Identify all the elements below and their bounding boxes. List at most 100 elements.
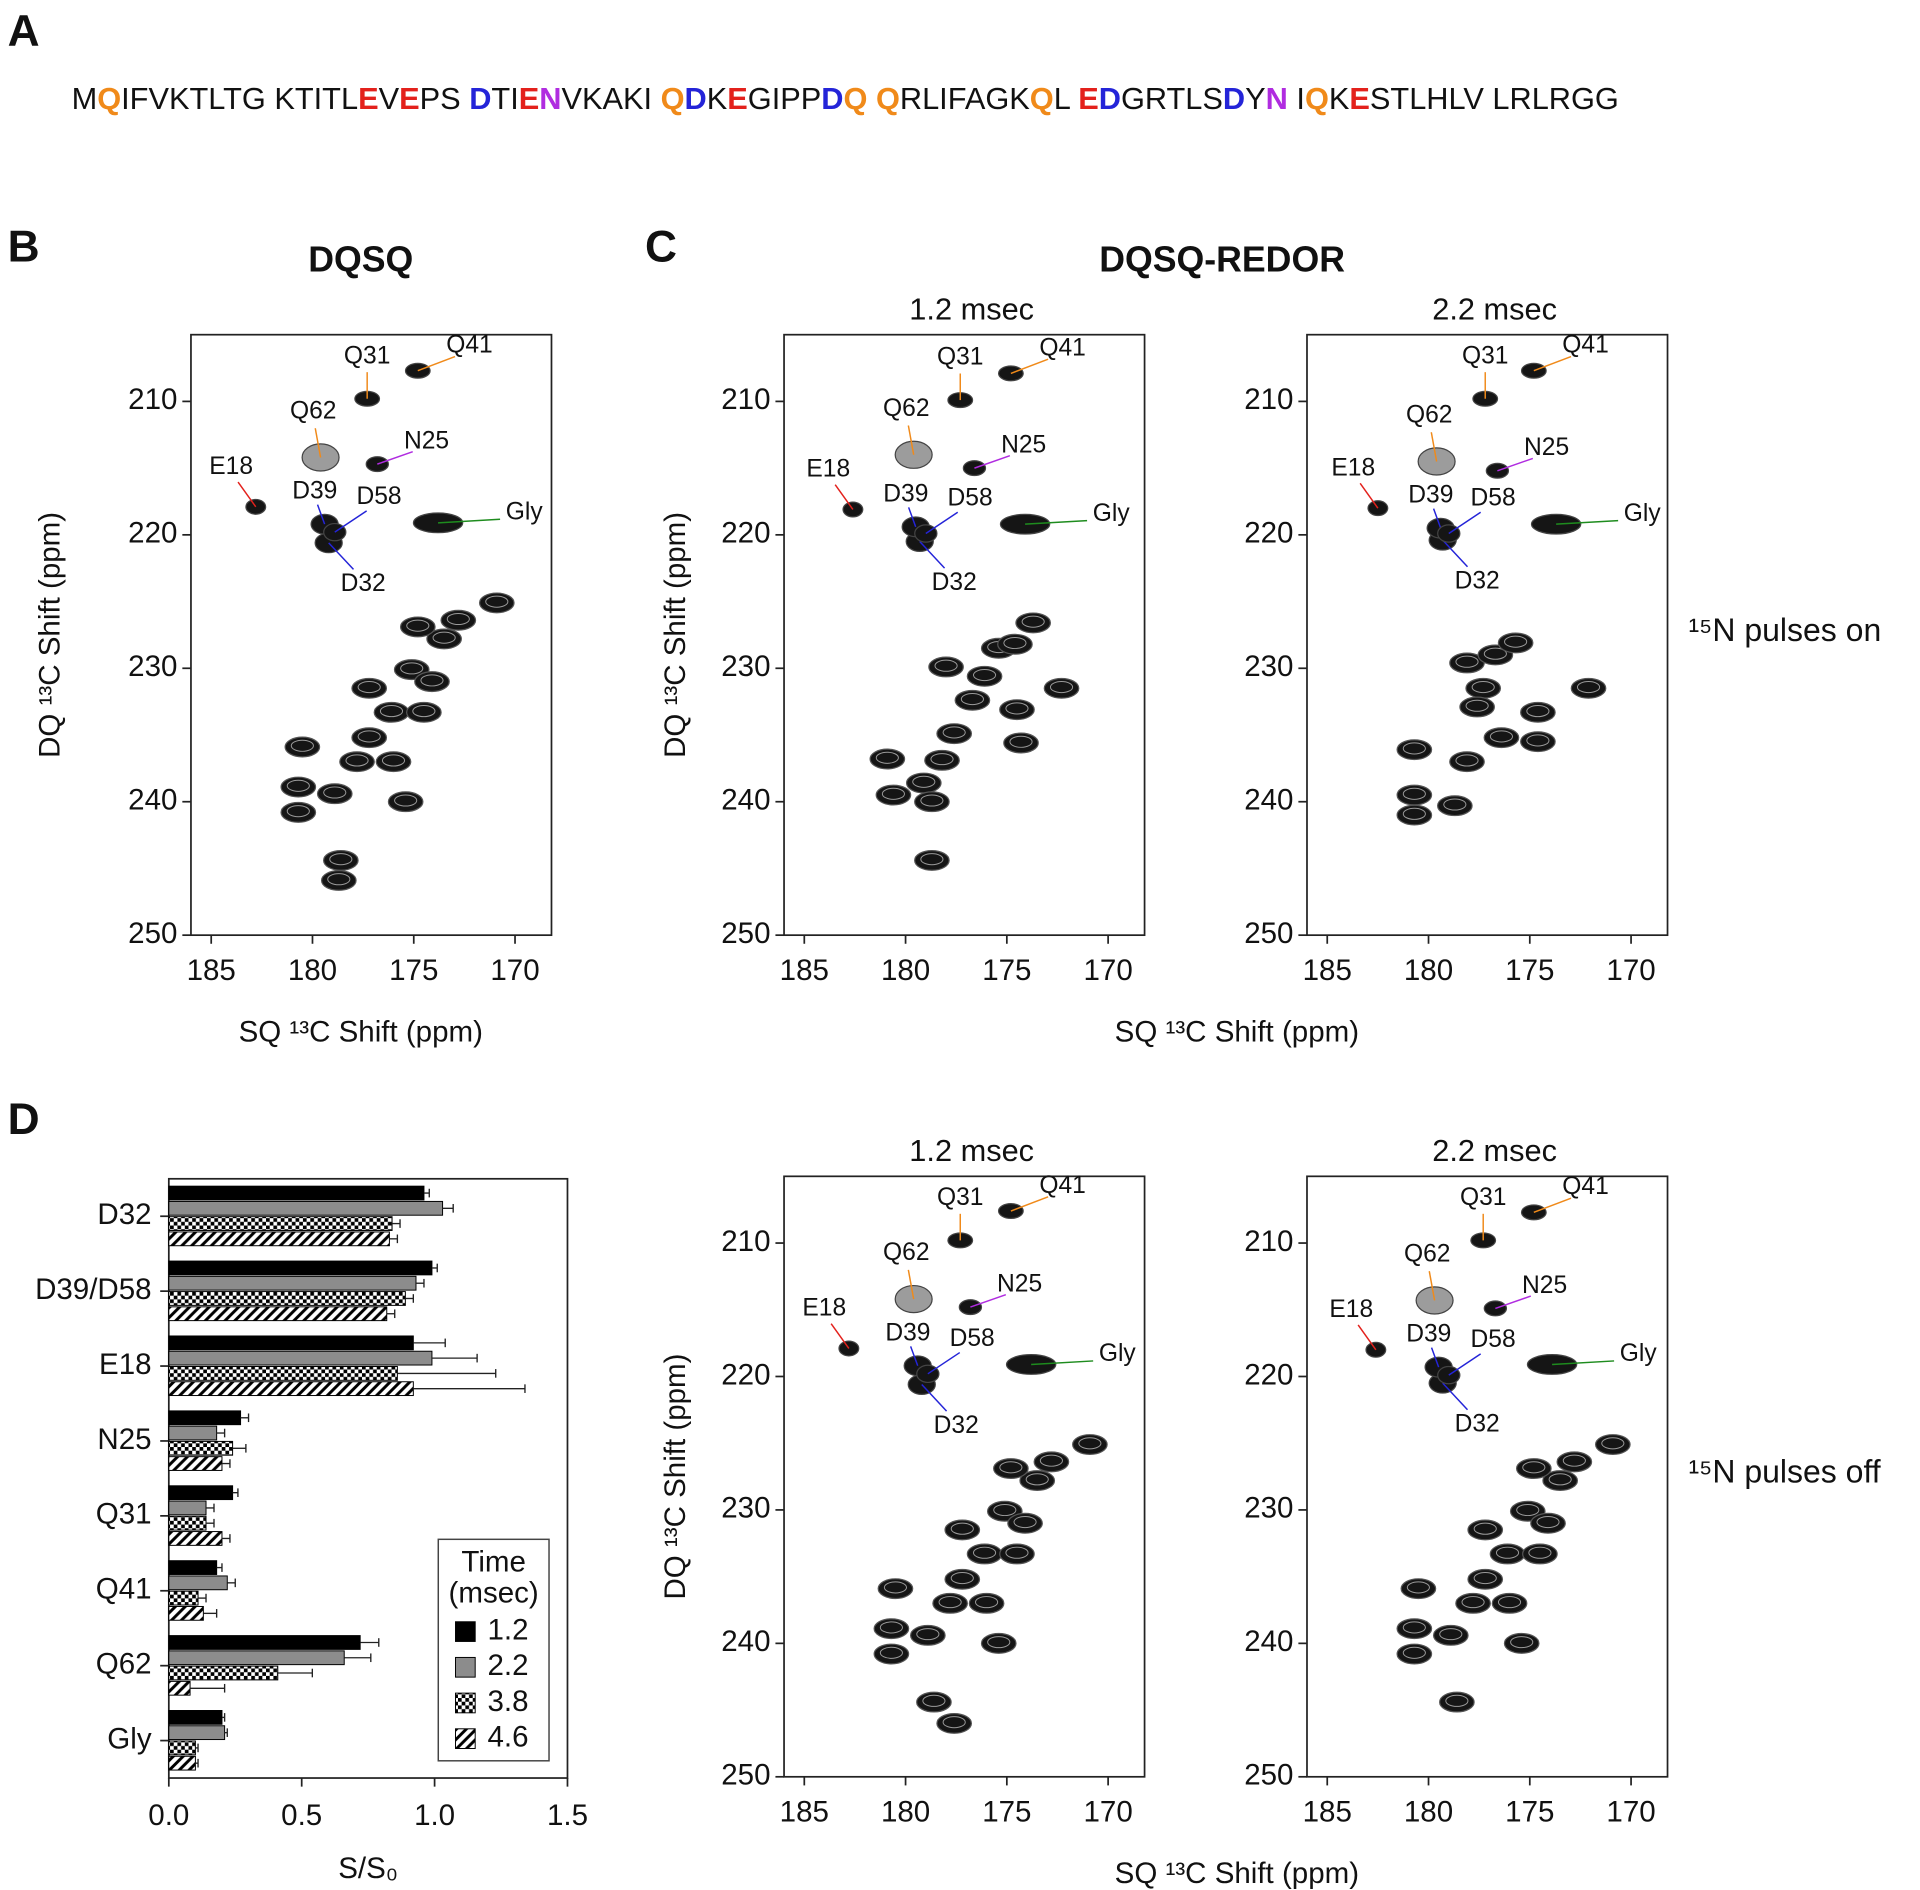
bar xyxy=(168,1275,417,1291)
residue-segment: Q xyxy=(1030,81,1054,116)
peak-leader xyxy=(237,481,257,508)
peak-label: Gly xyxy=(1620,1340,1658,1367)
cross-peak-contour xyxy=(1021,615,1045,628)
y-tick-label: 240 xyxy=(721,1625,770,1658)
x-axis-label: SQ ¹³C Shift (ppm) xyxy=(239,1015,483,1048)
peak-leader xyxy=(1533,355,1572,372)
panel-title: 1.2 msec xyxy=(909,1133,1034,1168)
x-axis-label: S/S₀ xyxy=(338,1852,398,1885)
peak-label: D32 xyxy=(934,1412,979,1439)
x-tick-label: 175 xyxy=(982,1796,1031,1829)
peak-label: Q62 xyxy=(883,1239,930,1266)
peak-label: D58 xyxy=(948,485,993,512)
residue-segment: Q xyxy=(843,81,867,116)
peak-leader xyxy=(1448,1353,1482,1376)
cross-peak-contour xyxy=(1548,1473,1572,1486)
peak-label: D58 xyxy=(1471,1326,1516,1353)
peak-label: Gly xyxy=(506,498,544,525)
peak-leader xyxy=(830,1323,850,1349)
cross-peak-contour xyxy=(879,1646,903,1659)
residue-segment: M xyxy=(72,81,98,116)
x-tick-label: 180 xyxy=(881,954,930,987)
peak-leader xyxy=(1552,1360,1615,1366)
x-tick-label: 175 xyxy=(1505,954,1554,987)
peak-label: D39 xyxy=(1408,482,1453,509)
cross-peak-contour xyxy=(1471,681,1495,694)
cross-peak-contour xyxy=(1005,1546,1029,1559)
peak-label: Q41 xyxy=(1562,1173,1609,1200)
bar xyxy=(168,1350,433,1366)
x-tick-label: 170 xyxy=(1083,954,1132,987)
peak-label: D39 xyxy=(292,478,337,505)
cross-peak-contour xyxy=(379,705,404,718)
peak-label: D58 xyxy=(356,483,401,510)
peak-leader xyxy=(1442,539,1469,568)
y-tick-label: N25 xyxy=(97,1423,151,1456)
panel-title: DQSQ-REDOR xyxy=(1099,240,1345,280)
residue-segment: D xyxy=(1099,81,1121,116)
cross-peak-contour xyxy=(912,775,936,788)
residue-segment: Y xyxy=(1245,81,1266,116)
residue-segment: VKAKI xyxy=(561,81,660,116)
cross-peak-contour xyxy=(1049,681,1074,694)
bar xyxy=(168,1216,393,1231)
peak-label: Q62 xyxy=(883,395,930,422)
spectrum: 185 180 175 170 210 220 230 240 250 E18 N25 D32 D39 D… xyxy=(721,333,1146,987)
panel-letter: D xyxy=(8,1095,40,1144)
peak-label: E18 xyxy=(209,453,253,480)
peak-leader xyxy=(316,504,326,525)
cross-peak-contour xyxy=(1402,1621,1426,1634)
bar xyxy=(168,1725,226,1741)
bar xyxy=(168,1440,234,1456)
cross-peak-contour xyxy=(1516,1503,1540,1517)
bar xyxy=(168,1485,234,1501)
legend-swatch xyxy=(455,1621,476,1642)
peak-label: D32 xyxy=(1455,568,1500,595)
residue-segment: V xyxy=(379,81,400,116)
y-tick-label: Q62 xyxy=(96,1647,152,1680)
peak-label: Q62 xyxy=(290,397,337,424)
cross-peak-contour xyxy=(1402,1646,1426,1659)
peak-leader xyxy=(834,484,854,510)
peak-label: Gly xyxy=(1099,1340,1137,1367)
y-tick-label: 230 xyxy=(721,1492,770,1525)
cross-peak-contour xyxy=(400,662,424,675)
peak-label: Q62 xyxy=(1406,401,1453,428)
cross-peak-contour xyxy=(987,1636,1011,1649)
cross-peak-contour xyxy=(1402,742,1426,755)
x-tick-label: 180 xyxy=(881,1796,930,1829)
peak-leader xyxy=(1448,511,1482,535)
bar xyxy=(168,1560,218,1575)
legend-swatch xyxy=(455,1692,476,1714)
peak-leader xyxy=(1031,1360,1094,1366)
peak-label: Q41 xyxy=(446,332,492,359)
residue-segment: E xyxy=(358,81,379,116)
y-axis-label: DQ ¹³C Shift (ppm) xyxy=(659,1354,692,1600)
peak-label: Q31 xyxy=(1460,1184,1507,1211)
peak-label: Q31 xyxy=(937,344,983,371)
cross-peak-contour xyxy=(1445,1694,1469,1707)
cross-peak-contour xyxy=(1009,735,1033,748)
cross-peak-contour xyxy=(999,1461,1023,1474)
peak-leader xyxy=(1497,457,1534,472)
residue-segment: D xyxy=(1223,81,1245,116)
peak-leader xyxy=(970,1293,1007,1308)
y-tick-label: 250 xyxy=(128,917,177,950)
peak xyxy=(412,512,464,534)
spectrum: 185 180 175 170 210 220 230 240 250 E18 N25 D32 D39 D… xyxy=(721,1172,1146,1829)
condition-label: ¹⁵N pulses on xyxy=(1688,612,1881,648)
bar xyxy=(168,1650,345,1666)
peak-leader xyxy=(1430,432,1438,462)
cross-peak-contour xyxy=(881,787,905,800)
x-tick-label: 180 xyxy=(288,954,337,987)
peak-label: Q62 xyxy=(1404,1240,1451,1267)
peak-label: N25 xyxy=(1001,431,1046,458)
cross-peak-contour xyxy=(920,794,944,807)
y-tick-label: 210 xyxy=(1244,1225,1293,1258)
x-tick-label: 170 xyxy=(1606,1796,1655,1829)
residue-segment: Q xyxy=(876,81,900,116)
peak-leader xyxy=(1533,1197,1572,1214)
cross-peak-contour xyxy=(1576,681,1601,694)
